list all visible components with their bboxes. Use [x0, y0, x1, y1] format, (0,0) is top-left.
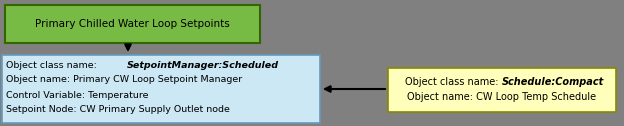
Text: Control Variable: Temperature: Control Variable: Temperature [6, 90, 149, 100]
Bar [388, 68, 616, 112]
Text: Object class name:: Object class name: [6, 60, 100, 70]
Text: Setpoint Node: CW Primary Supply Outlet node: Setpoint Node: CW Primary Supply Outlet … [6, 105, 230, 115]
Text: Object class name:: Object class name: [406, 77, 502, 87]
Text: SetpointManager:Scheduled: SetpointManager:Scheduled [127, 60, 279, 70]
Text: Schedule:Compact: Schedule:Compact [502, 77, 604, 87]
Text: Object name: Primary CW Loop Setpoint Manager: Object name: Primary CW Loop Setpoint Ma… [6, 75, 242, 85]
Bar [2, 55, 320, 123]
Bar [5, 5, 260, 43]
Text: Object name: CW Loop Temp Schedule: Object name: CW Loop Temp Schedule [407, 92, 597, 102]
Text: Primary Chilled Water Loop Setpoints: Primary Chilled Water Loop Setpoints [35, 19, 230, 29]
